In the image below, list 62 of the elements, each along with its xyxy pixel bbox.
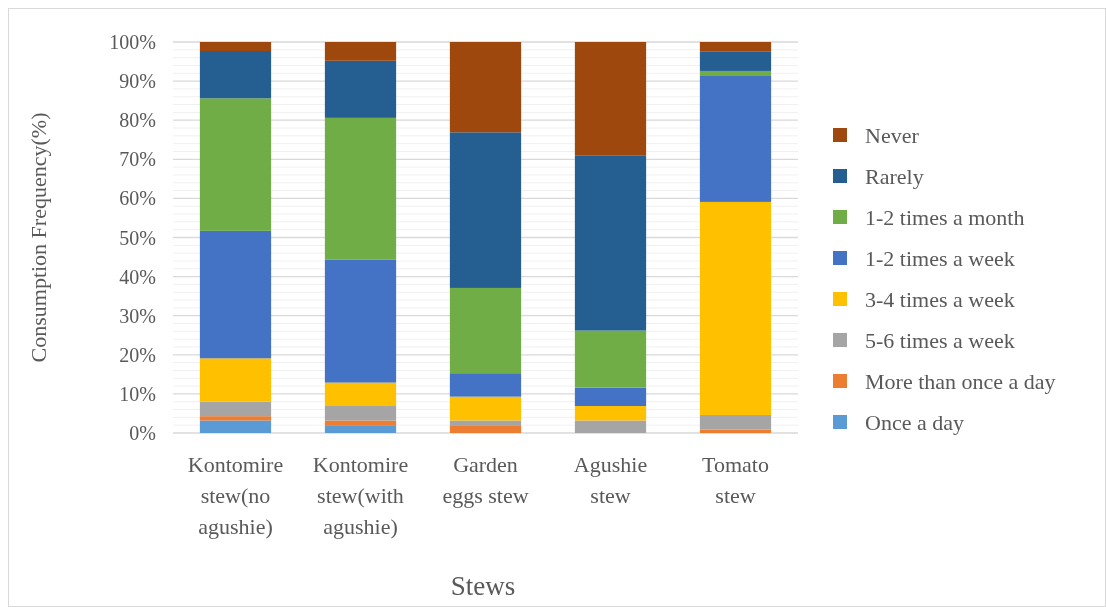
bar bbox=[699, 76, 772, 202]
x-tick-label: Garden eggs stew bbox=[442, 452, 529, 508]
bar bbox=[199, 420, 272, 433]
bar bbox=[574, 406, 647, 421]
bar bbox=[324, 425, 397, 433]
legend-label: More than once a day bbox=[865, 368, 1056, 394]
bar bbox=[449, 396, 522, 421]
bar bbox=[324, 406, 397, 421]
bar bbox=[574, 330, 647, 388]
bar bbox=[324, 259, 397, 383]
y-tick-label: 40% bbox=[119, 265, 156, 288]
x-tick-label: Agushie stew bbox=[573, 452, 648, 508]
y-tick-label: 0% bbox=[129, 422, 156, 444]
x-axis-title: Stews bbox=[450, 571, 516, 601]
bar bbox=[199, 98, 272, 231]
bar bbox=[324, 42, 397, 61]
y-tick-label: 60% bbox=[119, 187, 156, 210]
y-tick-label: 100% bbox=[109, 31, 156, 53]
bar bbox=[199, 401, 272, 417]
bar bbox=[574, 420, 647, 433]
legend-label: Rarely bbox=[865, 163, 924, 189]
bar bbox=[449, 132, 522, 288]
bar bbox=[199, 42, 272, 51]
legend-label: Never bbox=[865, 122, 920, 148]
y-tick-label: 70% bbox=[119, 148, 156, 171]
legend-label: 1-2 times a month bbox=[865, 204, 1025, 230]
bar bbox=[449, 373, 522, 397]
bar bbox=[199, 50, 272, 99]
y-tick-label: 20% bbox=[119, 343, 156, 366]
y-tick-label: 80% bbox=[119, 109, 156, 132]
x-tick-label: Kontomire stew(with agushie) bbox=[312, 452, 409, 539]
y-tick-label: 10% bbox=[119, 382, 156, 405]
bar bbox=[199, 230, 272, 359]
bar bbox=[699, 70, 772, 77]
y-tick-label: 30% bbox=[119, 304, 156, 327]
bar bbox=[699, 201, 772, 416]
bar bbox=[574, 42, 647, 156]
y-tick-label: 50% bbox=[119, 226, 156, 249]
bar bbox=[324, 382, 397, 407]
bar bbox=[699, 51, 772, 71]
bar bbox=[699, 415, 772, 430]
bar bbox=[449, 42, 522, 133]
bar bbox=[449, 420, 522, 426]
bar bbox=[324, 420, 397, 426]
legend-label: Once a day bbox=[865, 409, 964, 435]
bar bbox=[574, 155, 647, 331]
bar bbox=[324, 117, 397, 260]
bar bbox=[574, 387, 647, 407]
bar bbox=[324, 60, 397, 118]
bar bbox=[199, 358, 272, 402]
legend-label: 3-4 times a week bbox=[865, 286, 1015, 312]
y-axis-title: Consumption Frequency(%) bbox=[26, 112, 51, 363]
y-tick-label: 90% bbox=[119, 70, 156, 93]
bar bbox=[449, 425, 522, 433]
legend-label: 1-2 times a week bbox=[865, 245, 1015, 271]
legend-label: 5-6 times a week bbox=[865, 327, 1015, 353]
bar bbox=[699, 429, 772, 433]
x-tick-label: Kontomire stew(no agushie) bbox=[187, 452, 284, 539]
bar bbox=[199, 416, 272, 421]
bar bbox=[449, 287, 522, 374]
bar bbox=[699, 42, 772, 52]
x-tick-label: Tomato stew bbox=[702, 452, 769, 508]
